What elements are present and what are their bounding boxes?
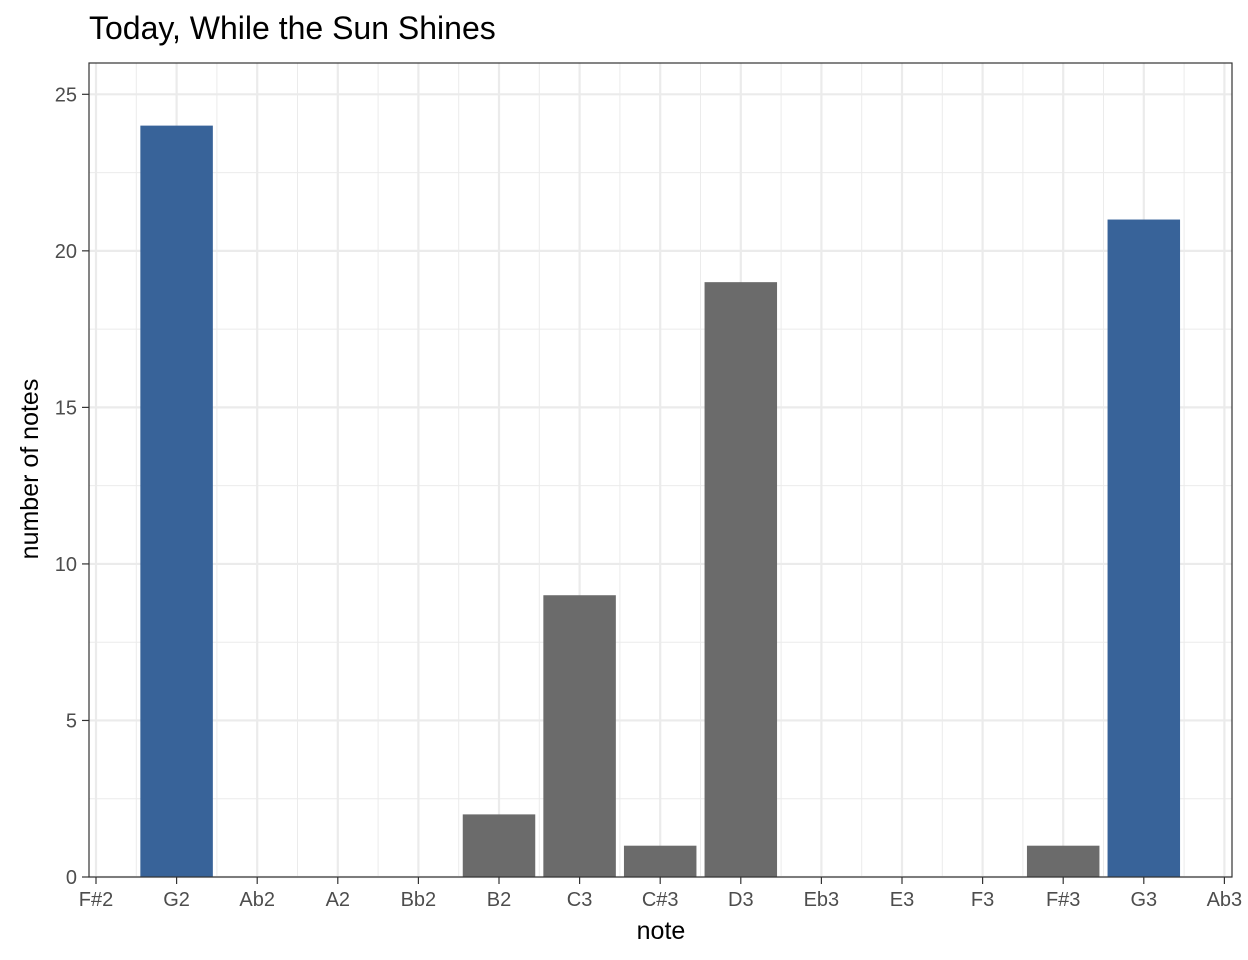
x-axis-title: note (637, 917, 686, 945)
bar-g3 (1107, 219, 1181, 878)
x-tick-label: C3 (567, 889, 593, 911)
bar-g2 (140, 125, 213, 878)
x-tick-label: A2 (326, 889, 350, 911)
y-axis: 0 5 10 15 20 25 (55, 84, 89, 889)
y-tick-label: 5 (66, 710, 77, 732)
x-tick-label: Ab3 (1207, 889, 1243, 911)
x-tick-label: B2 (487, 889, 511, 911)
x-tick-label: Bb2 (401, 889, 437, 911)
y-tick-label: 15 (55, 397, 77, 419)
bars (140, 125, 1181, 878)
bar-csharp3 (623, 845, 697, 877)
x-tick-label: G2 (163, 889, 190, 911)
x-tick-label: F#3 (1046, 889, 1080, 911)
x-tick-label: G3 (1130, 889, 1157, 911)
x-tick-label: C#3 (642, 889, 679, 911)
x-tick-label: D3 (728, 889, 754, 911)
y-tick-label: 0 (66, 867, 77, 889)
x-tick-label: F#2 (79, 889, 113, 911)
x-tick-label: Ab2 (239, 889, 275, 911)
y-tick-label: 25 (55, 84, 77, 106)
y-axis-title: number of notes (16, 379, 44, 560)
x-tick-label: Eb3 (804, 889, 840, 911)
y-tick-label: 20 (55, 241, 77, 263)
bar-c3 (543, 595, 616, 877)
y-tick-label: 10 (55, 554, 77, 576)
bar-b2 (462, 814, 536, 877)
x-tick-label: F3 (971, 889, 994, 911)
x-axis: F#2 G2 Ab2 A2 Bb2 B2 C3 C#3 D3 Eb3 E3 F3 F#3 G3 Ab3 (79, 877, 1242, 911)
chart-title: Today, While the Sun Shines (89, 10, 496, 46)
bar-d3 (704, 282, 778, 878)
bar-fsharp3 (1026, 845, 1100, 877)
grid-lines (89, 63, 1232, 879)
x-tick-label: E3 (890, 889, 914, 911)
